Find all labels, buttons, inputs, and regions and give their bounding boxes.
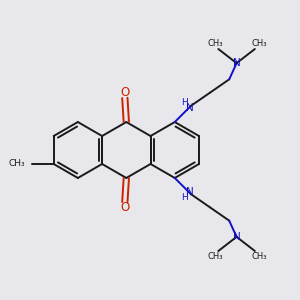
Text: O: O <box>120 86 130 99</box>
Text: O: O <box>120 201 130 214</box>
Text: N: N <box>186 103 194 113</box>
Text: CH₃: CH₃ <box>8 160 25 169</box>
Text: H: H <box>181 193 188 202</box>
Text: N: N <box>233 58 241 68</box>
Text: H: H <box>181 98 188 107</box>
Text: CH₃: CH₃ <box>207 252 223 261</box>
Text: CH₃: CH₃ <box>251 39 267 48</box>
Text: CH₃: CH₃ <box>251 252 267 261</box>
Text: CH₃: CH₃ <box>207 39 223 48</box>
Text: N: N <box>233 232 241 242</box>
Text: N: N <box>186 188 194 197</box>
